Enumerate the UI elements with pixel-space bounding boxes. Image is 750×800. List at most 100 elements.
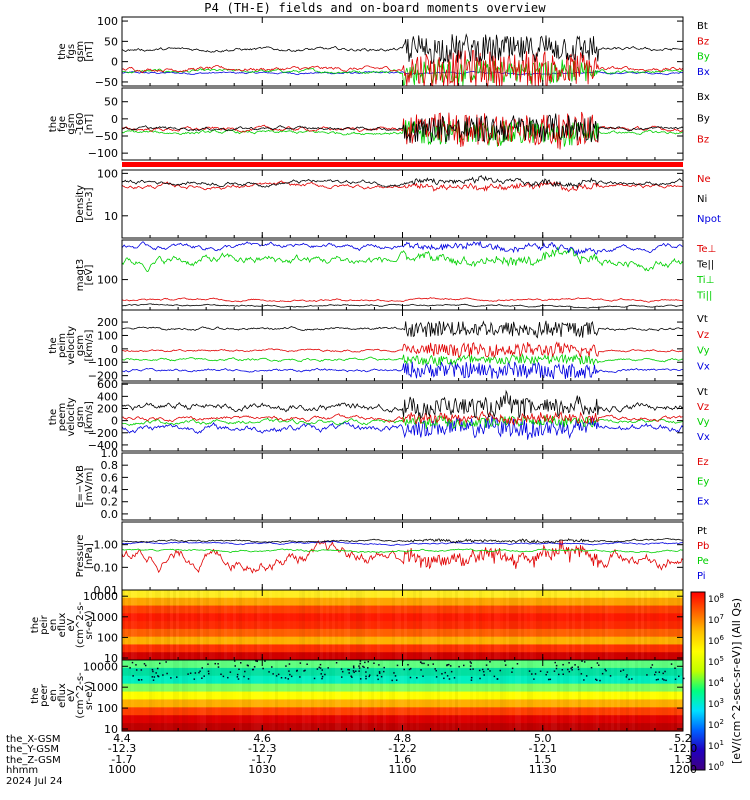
spectrogram-column xyxy=(428,590,431,660)
spectrogram-column xyxy=(452,590,455,660)
spectrogram-column xyxy=(458,590,461,660)
y-axis-label: the xyxy=(30,687,41,703)
legend-label: Vy xyxy=(697,417,710,428)
spectrogram-column xyxy=(566,590,569,660)
spectrogram-band xyxy=(122,683,683,693)
spectrogram-dot xyxy=(288,663,291,665)
spectrogram-column xyxy=(161,660,164,731)
spectrogram-dot xyxy=(363,666,365,669)
spectrogram-dot xyxy=(166,672,168,675)
y-tick-label: 0.01 xyxy=(94,584,119,597)
spectrogram-column xyxy=(347,590,350,660)
y-axis-label: sr-eV) xyxy=(84,610,95,639)
spectrogram-column xyxy=(245,590,248,660)
spectrogram-column xyxy=(374,590,377,660)
series-vz-line xyxy=(121,410,684,426)
spectrogram-column xyxy=(515,660,518,731)
spectrogram-dot xyxy=(546,671,549,673)
y-tick-label: 10 xyxy=(104,652,118,665)
y-tick-label: −100 xyxy=(88,356,118,369)
spectrogram-band xyxy=(122,715,683,724)
spectrogram-column xyxy=(671,590,674,660)
legend-label: Bx xyxy=(697,92,710,103)
legend-label: By xyxy=(697,113,710,124)
spectrogram-column xyxy=(596,590,599,660)
legend-label: Pb xyxy=(697,541,709,552)
spectrogram-column xyxy=(221,590,224,660)
spectrogram-dot xyxy=(201,677,203,679)
spectrogram-column xyxy=(614,590,617,660)
spectrogram-column xyxy=(185,590,188,660)
spectrogram-dot xyxy=(620,670,622,672)
spectrogram-dot xyxy=(244,670,246,673)
spectrogram-column xyxy=(656,590,659,660)
panel-2 xyxy=(121,87,684,161)
spectrogram-column xyxy=(257,660,260,731)
y-tick-label: 0.2 xyxy=(101,496,119,509)
spectrogram-column xyxy=(578,590,581,660)
spectrogram-column xyxy=(302,590,305,660)
spectrogram-column xyxy=(251,660,254,731)
spectrogram-column xyxy=(239,590,242,660)
spectrogram-column xyxy=(137,590,140,660)
spectrogram-column xyxy=(536,590,539,660)
spectrogram-dot xyxy=(444,671,446,674)
spectrogram-column xyxy=(497,590,500,660)
spectrogram-dot xyxy=(222,675,225,678)
spectrogram-band xyxy=(122,636,683,646)
spectrogram-dot xyxy=(577,668,580,671)
spectrogram-column xyxy=(302,660,305,731)
spectrogram-column xyxy=(362,660,365,731)
spectrogram-dot xyxy=(158,662,161,665)
spectrogram-column xyxy=(428,660,431,731)
y-tick-label: 100 xyxy=(97,274,118,287)
spectrogram-dot xyxy=(674,678,677,681)
spectrogram-dot xyxy=(534,673,537,675)
y-tick-label: −50 xyxy=(95,130,118,143)
spectrogram-column xyxy=(599,660,602,731)
legend-label: Npot xyxy=(697,214,721,225)
spectrogram-column xyxy=(569,590,572,660)
spectrogram-column xyxy=(605,590,608,660)
spectrogram-column xyxy=(248,660,251,731)
spectrogram-column xyxy=(377,590,380,660)
spectrogram-column xyxy=(554,590,557,660)
spectrogram-column xyxy=(152,590,155,660)
panel-3 xyxy=(121,169,684,239)
spectrogram-column xyxy=(587,590,590,660)
spectrogram-column xyxy=(143,660,146,731)
spectrogram-dot xyxy=(599,679,601,682)
spectrogram-dot xyxy=(207,663,209,665)
spectrogram-dot xyxy=(340,676,343,678)
legend-label: Ey xyxy=(697,477,709,488)
spectrogram-column xyxy=(506,660,509,731)
spectrogram-column xyxy=(464,660,467,731)
spectrogram-column xyxy=(551,590,554,660)
spectrogram-dot xyxy=(604,668,606,671)
spectrogram-dot xyxy=(234,665,236,667)
spectrogram-dot xyxy=(170,677,172,679)
spectrogram-dot xyxy=(246,664,249,667)
spectrogram-band xyxy=(122,691,683,701)
spectrogram-column xyxy=(176,590,179,660)
spectrogram-column xyxy=(440,590,443,660)
panel-frame xyxy=(121,87,684,161)
spectrogram-dot xyxy=(236,673,239,676)
y-axis-label: gsm xyxy=(75,41,86,62)
spectrogram-column xyxy=(179,590,182,660)
spectrogram-dot xyxy=(396,664,399,667)
y-axis-label: en xyxy=(48,619,59,632)
spectrogram-column xyxy=(290,590,293,660)
spectrogram-dot xyxy=(208,672,210,675)
spectrogram-dot xyxy=(487,668,489,670)
spectrogram-column xyxy=(668,590,671,660)
spectrogram-column xyxy=(443,660,446,731)
spectrogram-dot xyxy=(654,673,656,676)
spectrogram-dot xyxy=(628,678,630,681)
spectrogram-column xyxy=(281,590,284,660)
spectrogram-dot xyxy=(295,670,298,672)
spectrogram-column xyxy=(623,590,626,660)
spectrogram-dot xyxy=(409,676,412,679)
series-ni-line xyxy=(121,175,684,189)
spectrogram-dot xyxy=(571,669,573,671)
